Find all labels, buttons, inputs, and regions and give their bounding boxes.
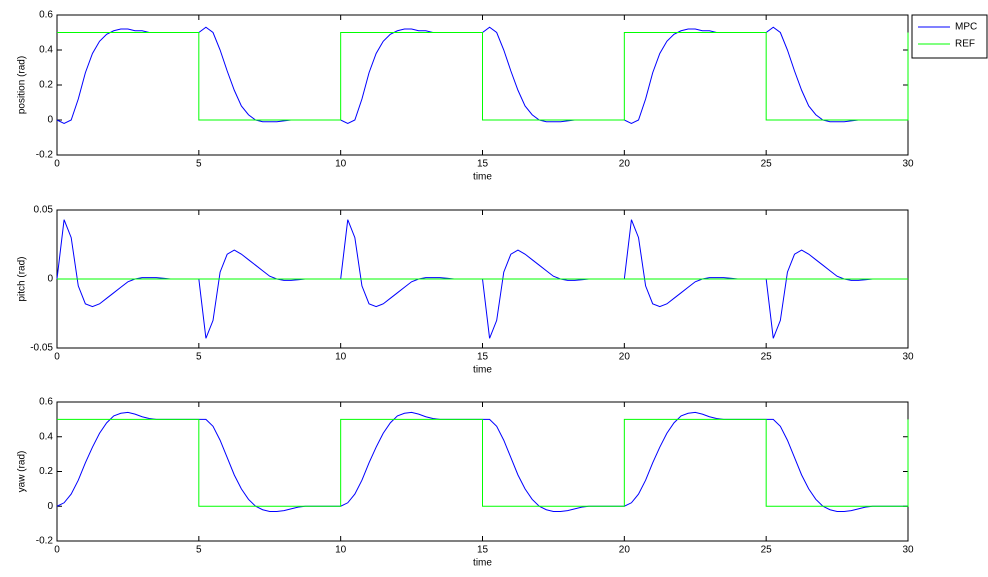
legend-label: REF [955,39,975,50]
y-tick-label: 0 [47,501,53,512]
y-axis-label: yaw (rad) [17,451,28,493]
x-tick-label: 5 [196,159,202,170]
y-tick-label: 0 [47,115,53,126]
x-tick-label: 25 [761,545,773,556]
y-axis-label: position (rad) [17,56,28,114]
x-tick-label: 20 [619,545,631,556]
legend-box [911,14,988,59]
series-line [57,32,909,121]
y-axis-label: pitch (rad) [17,256,28,301]
legend-label: MPC [955,22,977,33]
x-tick-label: 10 [335,545,347,556]
y-tick-label: 0.05 [34,205,54,216]
y-tick-label: 0.6 [39,10,53,21]
x-tick-label: 25 [761,352,773,363]
x-tick-label: 30 [902,545,914,556]
y-tick-label: 0.6 [39,397,53,408]
y-tick-label: 0.4 [39,45,53,56]
y-tick-label: -0.2 [36,150,54,161]
x-axis-label: time [473,558,492,569]
x-tick-label: 20 [619,159,631,170]
x-tick-label: 0 [54,545,60,556]
x-tick-label: 30 [902,352,914,363]
x-tick-label: 25 [761,159,773,170]
x-tick-label: 10 [335,159,347,170]
y-tick-label: 0.4 [39,431,53,442]
x-tick-label: 20 [619,352,631,363]
x-tick-label: 15 [477,159,489,170]
x-axis-label: time [473,365,492,376]
x-tick-label: 5 [196,545,202,556]
y-tick-label: 0 [47,274,53,285]
y-tick-label: -0.05 [30,343,53,354]
x-tick-label: 5 [196,352,202,363]
y-tick-label: 0.2 [39,466,53,477]
y-tick-label: 0.2 [39,80,53,91]
x-tick-label: 15 [477,545,489,556]
x-tick-label: 10 [335,352,347,363]
x-tick-label: 0 [54,352,60,363]
series-line [57,418,909,507]
x-axis-label: time [473,172,492,183]
x-tick-label: 0 [54,159,60,170]
y-tick-label: -0.2 [36,536,54,547]
x-tick-label: 30 [902,159,914,170]
x-tick-label: 15 [477,352,489,363]
